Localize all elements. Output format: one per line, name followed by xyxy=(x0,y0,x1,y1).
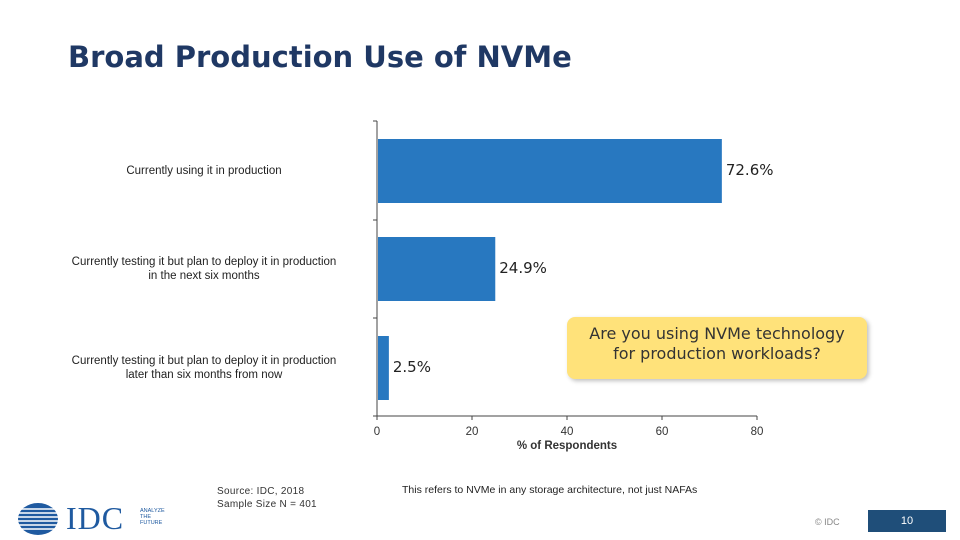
question-callout: Are you using NVMe technology for produc… xyxy=(567,317,867,379)
slide-title: Broad Production Use of NVMe xyxy=(68,40,572,74)
data-label: 2.5% xyxy=(392,358,431,376)
category-label-line: Currently testing it but plan to deploy … xyxy=(71,256,337,268)
logo-wordmark: IDC xyxy=(66,500,125,536)
source-line: Source: IDC, 2018 xyxy=(217,486,305,497)
category-label: Currently testing it but plan to deploy … xyxy=(44,255,364,283)
footnote: This refers to NVMe in any storage archi… xyxy=(402,484,698,496)
category-label-line: in the next six months xyxy=(148,270,260,282)
x-tick-label: 80 xyxy=(750,426,764,438)
globe-icon xyxy=(16,503,60,535)
x-tick-label: 60 xyxy=(655,426,669,438)
tagline-line: ANALYZE xyxy=(140,508,165,514)
category-label-line: later than six months from now xyxy=(125,369,283,381)
callout-line-2: for production workloads? xyxy=(613,344,821,363)
logo-tagline: ANALYZE THE FUTURE xyxy=(140,508,180,526)
x-tick-label: 40 xyxy=(560,426,574,438)
sample-size-line: Sample Size N = 401 xyxy=(217,499,317,510)
bar xyxy=(378,237,496,301)
tagline-line: THE xyxy=(140,514,151,520)
x-tick-label: 0 xyxy=(373,426,381,438)
data-label: 72.6% xyxy=(725,161,774,179)
bar xyxy=(378,139,722,203)
source-note: Source: IDC, 2018 Sample Size N = 401 xyxy=(217,485,317,511)
bar xyxy=(378,336,389,400)
category-label-line: Currently using it in production xyxy=(126,165,282,177)
x-tick-label: 20 xyxy=(465,426,479,438)
callout-line-1: Are you using NVMe technology xyxy=(589,324,845,343)
copyright: © IDC xyxy=(815,517,840,527)
page-number: 10 xyxy=(868,510,946,532)
category-label: Currently testing it but plan to deploy … xyxy=(44,354,364,382)
category-label-line: Currently testing it but plan to deploy … xyxy=(71,355,337,367)
x-axis-label: % of Respondents xyxy=(516,440,618,452)
idc-logo: IDC ANALYZE THE FUTURE xyxy=(16,500,176,540)
category-label: Currently using it in production xyxy=(44,164,364,178)
data-label: 24.9% xyxy=(499,259,547,277)
tagline-line: FUTURE xyxy=(140,520,163,526)
